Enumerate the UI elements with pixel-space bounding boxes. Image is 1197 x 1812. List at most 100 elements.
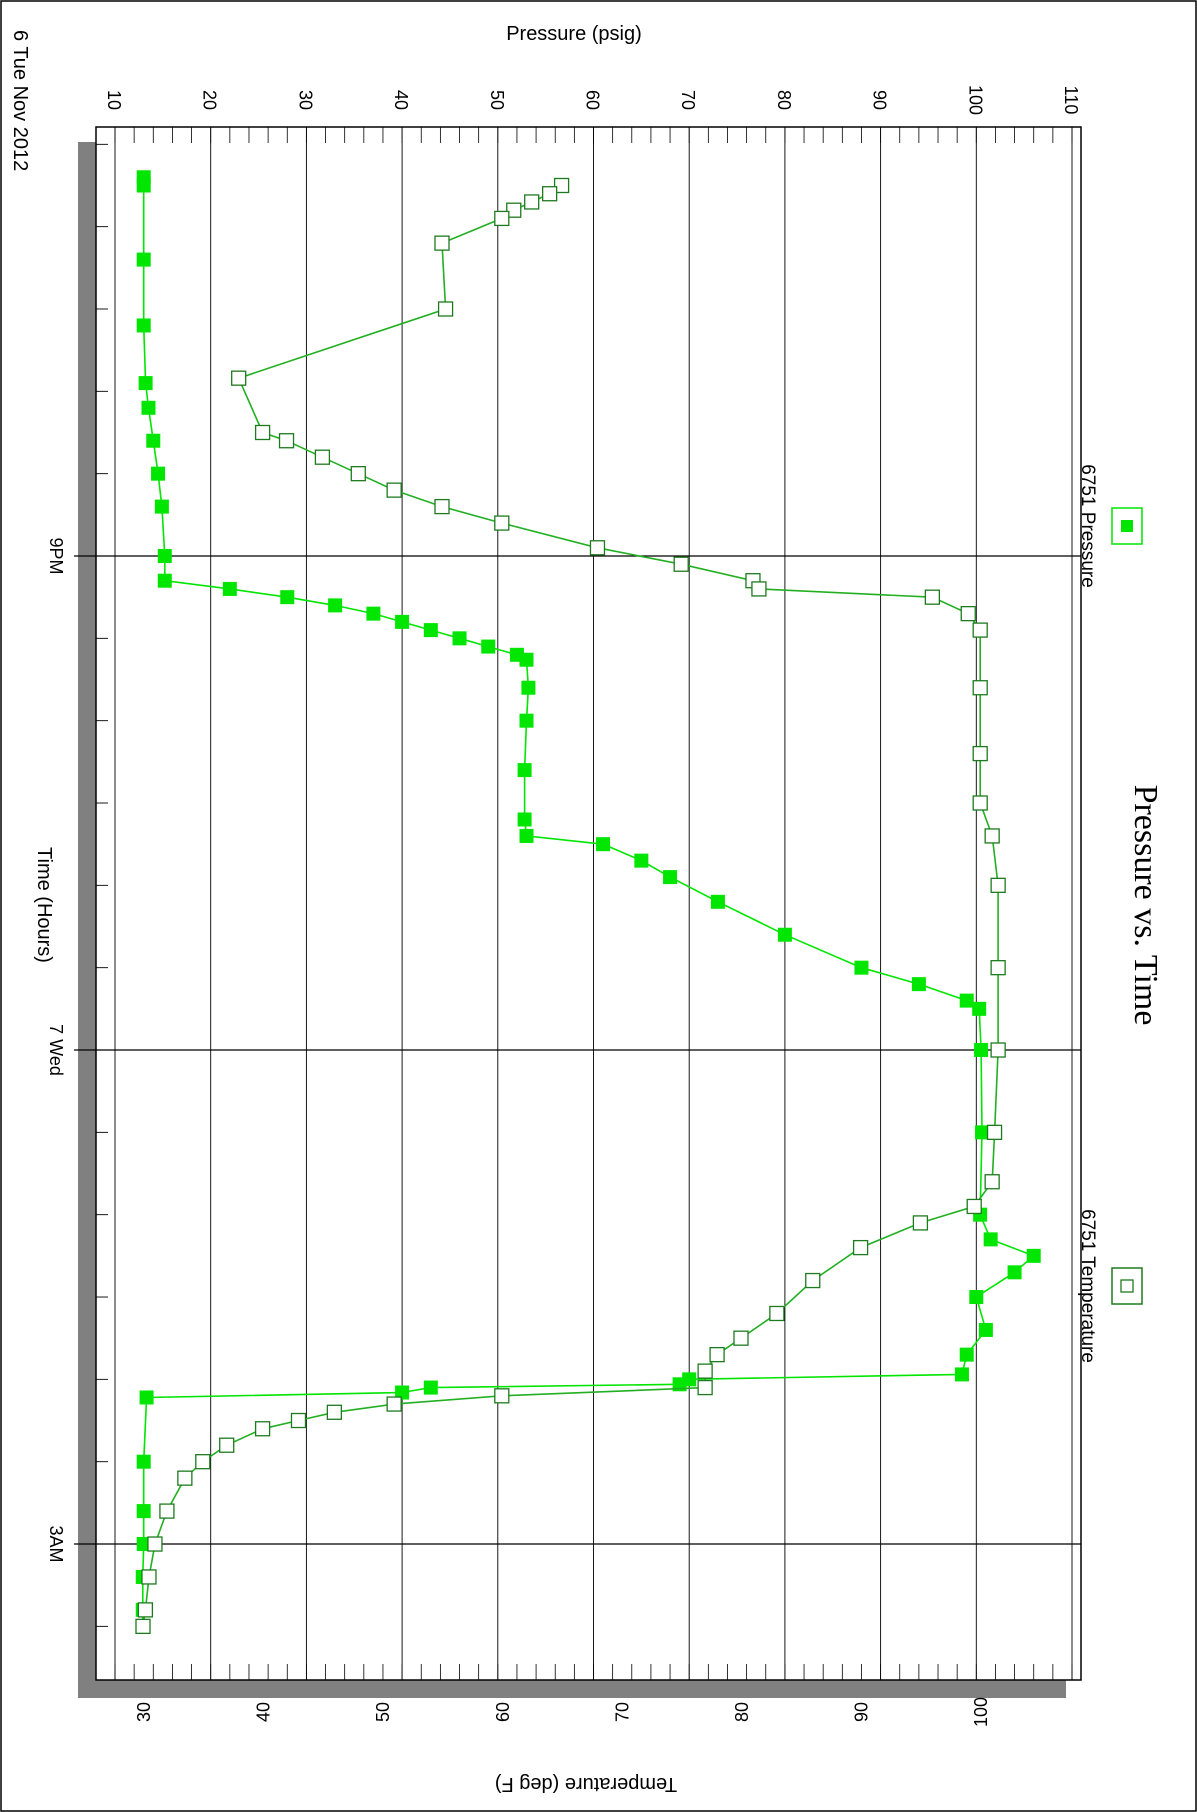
temperature-tick-label: 100 — [971, 1697, 991, 1727]
temperature-point — [990, 1042, 1006, 1058]
temperature-point — [697, 1379, 713, 1396]
temperature-tick-label: 40 — [254, 1702, 274, 1722]
series-pressure — [135, 170, 1041, 1634]
pressure-point — [280, 590, 295, 605]
pressure-point — [328, 598, 343, 613]
temperature-point — [589, 540, 606, 556]
pressure-point — [139, 1390, 154, 1405]
temperature-point — [219, 1437, 235, 1453]
temperature-point — [524, 194, 540, 210]
temperature-point — [314, 449, 331, 465]
legend-label-temperature: 6751 Temperature — [1077, 1209, 1098, 1363]
temperature-point — [986, 1124, 1003, 1140]
pressure-point — [911, 977, 926, 992]
temperature-point — [494, 210, 510, 227]
pressure-point — [519, 713, 534, 728]
pressure-point — [854, 960, 869, 975]
frame-shadow-bottom — [78, 1680, 1066, 1698]
pressure-point — [151, 466, 166, 481]
pressure-tick-label: 70 — [678, 90, 698, 110]
legend: 6751 Pressure 6751 Temperature — [1077, 464, 1143, 1363]
pressure-point — [954, 1367, 969, 1382]
pressure-point — [959, 993, 974, 1008]
legend-label-pressure: 6751 Pressure — [1077, 464, 1098, 588]
pressure-tick-labels: 10 20 30 40 50 60 70 80 90 100 110 — [104, 85, 1081, 115]
pressure-tick-label: 80 — [774, 90, 794, 110]
pressure-axis-title: Pressure (psig) — [506, 23, 642, 45]
temperature-point — [494, 1388, 510, 1404]
pressure-tick-label: 90 — [870, 90, 890, 110]
pressure-point — [136, 252, 151, 267]
series-temperature — [135, 177, 1006, 1635]
pressure-point — [974, 1043, 989, 1058]
pressure-point — [222, 581, 237, 596]
temperature-point — [924, 589, 941, 605]
temperature-point — [434, 498, 450, 515]
pressure-tick-label: 60 — [583, 90, 603, 110]
time-axis-title: Time (Hours) — [33, 847, 55, 963]
temperature-point — [141, 1569, 157, 1585]
pressure-point — [141, 400, 156, 415]
pressure-tick-label: 110 — [1061, 86, 1081, 115]
pressure-point — [634, 853, 649, 868]
pressure-point — [983, 1232, 998, 1247]
temperature-tick-label: 50 — [373, 1702, 393, 1722]
legend-swatch-temperature — [1111, 1267, 1143, 1305]
pressure-point — [157, 549, 172, 563]
pressure-point — [138, 376, 153, 391]
chart-title: Pressure vs. Time — [1127, 785, 1164, 1026]
pressure-point — [395, 1385, 410, 1400]
temperature-point — [350, 466, 366, 482]
temperature-point — [326, 1404, 343, 1420]
legend-marker-pressure — [1121, 520, 1133, 532]
temperature-point — [254, 1421, 271, 1437]
pressure-point — [157, 573, 172, 588]
pressure-tick-label: 10 — [104, 90, 124, 110]
grid-lines — [114, 127, 1073, 1680]
pressure-point — [975, 1125, 990, 1140]
pressure-point — [663, 870, 678, 885]
temperature-point — [852, 1239, 869, 1256]
temperature-point — [434, 235, 450, 251]
temperature-point — [984, 1174, 1000, 1190]
pressure-point — [395, 614, 410, 629]
pressure-point — [136, 178, 151, 193]
temperature-point — [769, 1305, 785, 1322]
pressure-point — [969, 1290, 984, 1305]
temperature-point — [195, 1454, 211, 1470]
temperature-point — [972, 622, 988, 638]
series-layer — [135, 170, 1041, 1635]
temperature-point — [972, 745, 988, 762]
temperature-tick-label: 70 — [612, 1702, 632, 1722]
temperature-point — [912, 1215, 929, 1231]
pressure-point — [517, 763, 532, 778]
pressure-point — [978, 1322, 993, 1337]
date-label: 6 Tue Nov 2012 — [9, 30, 31, 171]
temperature-point — [990, 960, 1006, 976]
pressure-point — [596, 837, 611, 852]
hour-tick-label: 3AM — [46, 1526, 66, 1563]
temperature-point — [386, 482, 402, 498]
pressure-point — [136, 1504, 151, 1519]
temperature-tick-label: 30 — [134, 1702, 154, 1722]
temperature-point — [673, 556, 689, 572]
frame-shadow-left — [78, 142, 96, 1698]
temperature-point — [966, 1198, 982, 1215]
temperature-point — [972, 795, 988, 811]
temperature-point — [147, 1536, 163, 1552]
pressure-tick-label: 100 — [965, 85, 985, 115]
temperature-point — [137, 1602, 154, 1618]
pressure-point — [959, 1347, 974, 1362]
pressure-point — [481, 639, 496, 654]
temperature-tick-label: 90 — [852, 1702, 872, 1722]
pressure-point — [519, 828, 534, 843]
temperature-point — [751, 581, 767, 597]
pressure-tick-label: 20 — [200, 90, 220, 110]
legend-marker-temperature — [1120, 1279, 1134, 1293]
legend-swatch-pressure — [1111, 507, 1143, 545]
pressure-point — [710, 894, 725, 909]
temperature-axis-title: Temperature (deg F) — [495, 1773, 677, 1795]
pressure-point — [517, 812, 532, 827]
